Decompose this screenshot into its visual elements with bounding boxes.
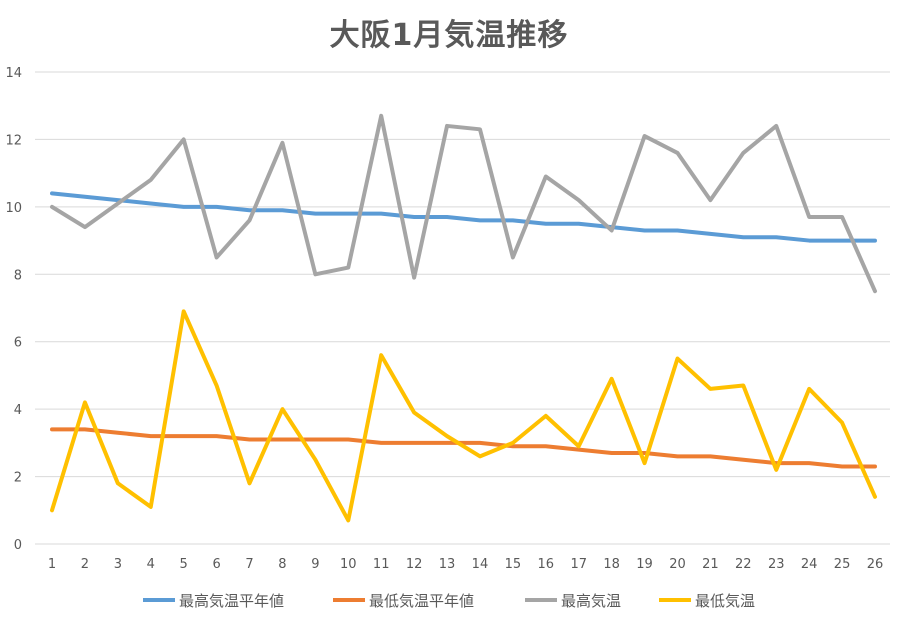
x-tick-label: 26 (867, 557, 884, 572)
x-tick-label: 16 (538, 557, 555, 572)
legend-item-1: 最高気温平年値 (143, 592, 284, 610)
x-tick-label: 4 (147, 557, 155, 572)
x-tick-labels: 1 2 3 4 5 6 7 8 9 10 11 12 13 14 15 16 17 18 19 20 21 22 23 24 2… (48, 557, 883, 572)
legend-label: 最高気温 (561, 592, 621, 610)
x-tick-label: 19 (636, 557, 653, 572)
series-line-4 (50, 309, 877, 523)
y-tick-label: 0 (14, 538, 22, 553)
x-tick-label: 13 (439, 557, 456, 572)
legend-item-4: 最低気温 (659, 592, 755, 610)
y-tick-label: 12 (5, 133, 22, 148)
y-tick-label: 4 (14, 403, 22, 418)
x-tick-label: 18 (603, 557, 620, 572)
x-tick-label: 20 (669, 557, 686, 572)
x-tick-label: 21 (702, 557, 719, 572)
x-tick-label: 1 (48, 557, 56, 572)
x-tick-label: 9 (311, 557, 319, 572)
series-layer (50, 113, 877, 523)
x-tick-label: 10 (340, 557, 357, 572)
x-tick-label: 2 (81, 557, 89, 572)
y-tick-labels: 0 2 4 6 8 10 12 14 (5, 66, 22, 553)
y-tick-label: 14 (5, 66, 22, 81)
x-tick-label: 7 (245, 557, 253, 572)
legend-item-2: 最低気温平年値 (333, 592, 474, 610)
x-tick-label: 6 (212, 557, 220, 572)
x-tick-label: 3 (114, 557, 122, 572)
legend-item-3: 最高気温 (525, 592, 621, 610)
x-tick-label: 14 (472, 557, 489, 572)
x-tick-label: 17 (570, 557, 587, 572)
x-tick-label: 5 (180, 557, 188, 572)
grid-layer (35, 71, 890, 545)
x-tick-label: 24 (801, 557, 818, 572)
x-tick-label: 15 (505, 557, 522, 572)
chart-title: 大阪1月気温推移 (329, 18, 569, 53)
y-tick-label: 2 (14, 471, 22, 486)
series-line-2 (50, 427, 877, 469)
legend-label: 最低気温 (695, 592, 755, 610)
legend-label: 最低気温平年値 (369, 592, 474, 610)
x-tick-label: 11 (373, 557, 390, 572)
legend-label: 最高気温平年値 (179, 592, 284, 610)
y-tick-label: 10 (5, 201, 22, 216)
x-tick-label: 8 (278, 557, 286, 572)
series-line-1 (50, 191, 877, 243)
x-tick-label: 12 (406, 557, 423, 572)
x-tick-label: 23 (768, 557, 785, 572)
y-tick-label: 6 (14, 336, 22, 351)
legend: 最高気温平年値 最低気温平年値 最高気温 最低気温 (143, 592, 755, 610)
x-tick-label: 25 (834, 557, 851, 572)
series-line-3 (50, 113, 877, 294)
y-tick-label: 8 (14, 268, 22, 283)
x-tick-label: 22 (735, 557, 752, 572)
